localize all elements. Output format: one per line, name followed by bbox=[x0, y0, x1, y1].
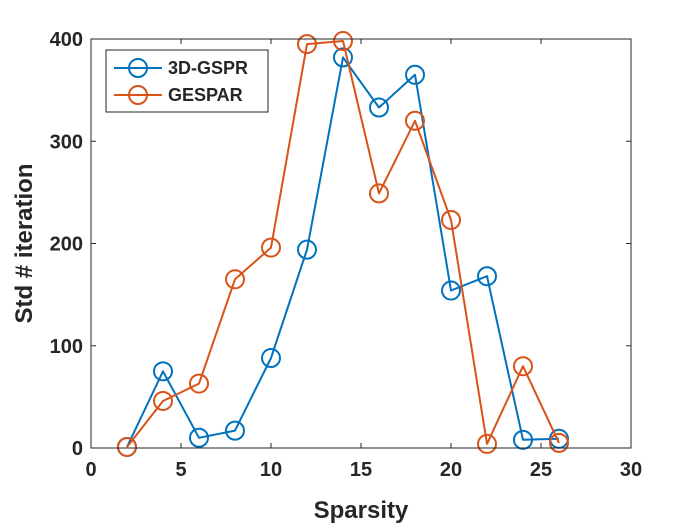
series-layer bbox=[117, 31, 569, 457]
data-point bbox=[513, 429, 533, 450]
data-point bbox=[225, 269, 245, 290]
data-point bbox=[513, 356, 533, 377]
y-tick-label: 400 bbox=[50, 29, 83, 51]
legend-marker bbox=[128, 58, 148, 78]
x-tick-label: 30 bbox=[620, 459, 642, 481]
data-point bbox=[153, 361, 173, 382]
data-point bbox=[477, 433, 497, 454]
legend-items: 3D-GSPR GESPAR bbox=[114, 58, 248, 105]
series-line-3d-gspr bbox=[126, 56, 560, 448]
data-point bbox=[117, 436, 137, 457]
data-point bbox=[405, 64, 425, 85]
legend-marker bbox=[128, 85, 148, 105]
x-tick-label: 15 bbox=[350, 459, 372, 481]
data-point bbox=[261, 237, 281, 258]
data-point bbox=[369, 97, 389, 118]
y-axis-label: Std # iteration bbox=[11, 163, 38, 323]
x-tick-label: 5 bbox=[175, 459, 186, 481]
data-point bbox=[369, 183, 389, 204]
data-point bbox=[477, 266, 497, 287]
data-point bbox=[441, 280, 461, 301]
y-tick-label: 300 bbox=[50, 131, 83, 153]
y-tick-label: 200 bbox=[50, 234, 83, 256]
y-tick-label: 0 bbox=[72, 438, 83, 460]
data-point bbox=[225, 420, 245, 441]
legend-label: 3D-GSPR bbox=[168, 58, 248, 78]
data-point bbox=[153, 390, 173, 411]
x-tick-label: 20 bbox=[440, 459, 462, 481]
x-tick-label: 0 bbox=[85, 459, 96, 481]
data-point bbox=[549, 432, 569, 453]
data-point bbox=[405, 110, 425, 131]
legend: 3D-GSPR GESPAR bbox=[105, 49, 269, 113]
legend-label: GESPAR bbox=[168, 85, 243, 105]
data-point bbox=[441, 209, 461, 230]
y-tick-label: 100 bbox=[50, 336, 83, 358]
data-point bbox=[333, 31, 353, 52]
series-line-gespar bbox=[126, 40, 560, 448]
x-tick-label: 10 bbox=[260, 459, 282, 481]
series-gespar bbox=[117, 31, 569, 457]
data-point bbox=[333, 47, 353, 68]
data-point bbox=[261, 348, 281, 369]
data-point bbox=[297, 239, 317, 260]
x-axis-label: Sparsity bbox=[314, 497, 409, 524]
data-point bbox=[189, 427, 209, 448]
x-tick-label: 25 bbox=[530, 459, 552, 481]
data-point bbox=[297, 34, 317, 55]
data-point bbox=[189, 373, 209, 394]
